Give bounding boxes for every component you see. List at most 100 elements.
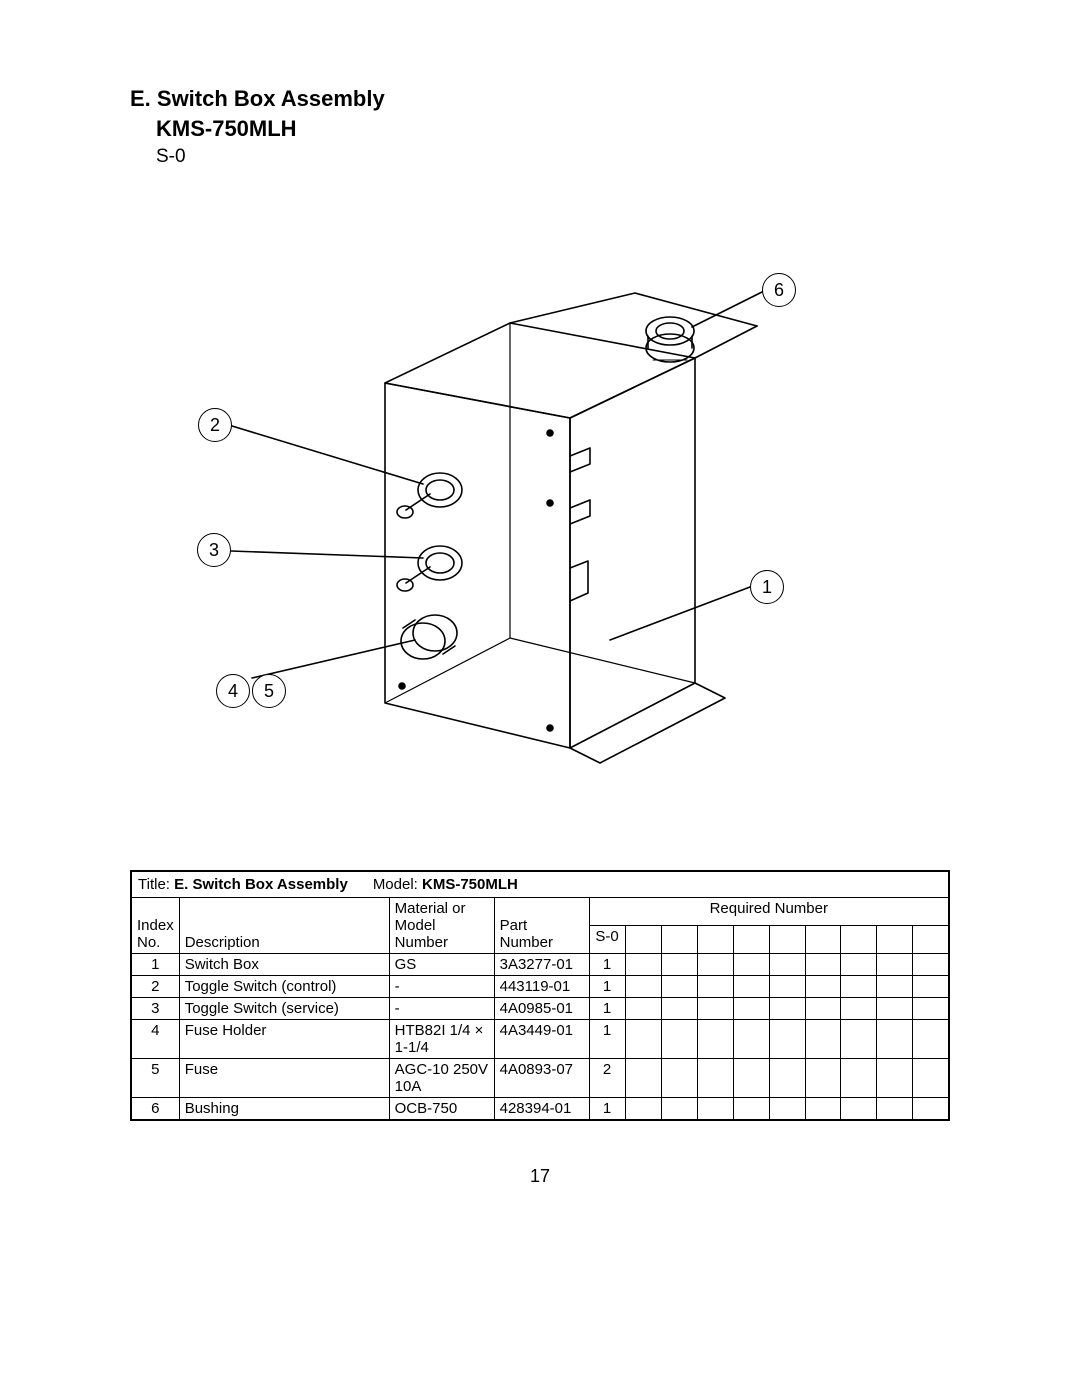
cell-required-number-blank [913,1059,949,1098]
cell-part-number: 4A3449-01 [494,1020,589,1059]
assembly-diagram: 623145 [130,208,950,828]
cell-required-number-blank [805,954,841,976]
cell-description: Bushing [179,1098,389,1121]
cell-required-number: 1 [589,1098,625,1121]
cell-required-number: 1 [589,998,625,1020]
col-rn-first: S-0 [589,926,625,954]
cell-material: HTB82I 1/4 × 1-1/4 [389,1020,494,1059]
cell-required-number-blank [697,998,733,1020]
cell-required-number-blank [805,976,841,998]
cell-required-number-blank [841,1098,877,1121]
cell-required-number-blank [913,1098,949,1121]
cell-part-number: 3A3277-01 [494,954,589,976]
col-part-number: Part Number [500,917,553,951]
cell-description: Switch Box [179,954,389,976]
table-row: 4Fuse HolderHTB82I 1/4 × 1-1/44A3449-011 [131,1020,949,1059]
cell-description: Fuse [179,1059,389,1098]
cell-required-number-blank [805,1020,841,1059]
cell-description: Fuse Holder [179,1020,389,1059]
cell-required-number-blank [769,1098,805,1121]
cell-required-number-blank [769,976,805,998]
cell-description: Toggle Switch (control) [179,976,389,998]
section-subcode: S-0 [156,146,955,168]
cell-required-number-blank [733,998,769,1020]
table-row: 2Toggle Switch (control)-443119-011 [131,976,949,998]
cell-index: 2 [131,976,179,998]
table-row: 1Switch BoxGS3A3277-011 [131,954,949,976]
table-row: 5FuseAGC-10 250V 10A4A0893-072 [131,1059,949,1098]
cell-required-number-blank [769,1059,805,1098]
cell-required-number: 1 [589,1020,625,1059]
cell-required-number-blank [769,1020,805,1059]
section-title-line2: KMS-750MLH [156,115,955,143]
cell-material: OCB-750 [389,1098,494,1121]
cell-required-number-blank [697,1020,733,1059]
cell-required-number-blank [661,976,697,998]
cell-required-number-blank [913,954,949,976]
cell-required-number-blank [733,1059,769,1098]
cell-required-number-blank [661,1059,697,1098]
cell-required-number-blank [625,1059,661,1098]
cell-part-number: 428394-01 [494,1098,589,1121]
cell-required-number-blank [841,1020,877,1059]
cell-required-number-blank [661,998,697,1020]
cell-required-number-blank [877,1098,913,1121]
cell-required-number-blank [805,998,841,1020]
cell-required-number-blank [733,1020,769,1059]
cell-required-number-blank [913,998,949,1020]
cell-required-number-blank [913,1020,949,1059]
cell-required-number-blank [877,976,913,998]
cell-required-number-blank [697,1098,733,1121]
cell-required-number-blank [769,954,805,976]
col-index-top: Index [137,917,174,934]
table-title-prefix: Title: [138,876,174,893]
cell-required-number: 2 [589,1059,625,1098]
cell-part-number: 4A0985-01 [494,998,589,1020]
cell-required-number-blank [733,976,769,998]
cell-required-number-blank [877,1059,913,1098]
cell-part-number: 443119-01 [494,976,589,998]
cell-required-number: 1 [589,954,625,976]
cell-required-number-blank [625,1098,661,1121]
cell-required-number-blank [625,954,661,976]
cell-part-number: 4A0893-07 [494,1059,589,1098]
cell-material: - [389,976,494,998]
cell-required-number-blank [661,954,697,976]
table-row: 6BushingOCB-750428394-011 [131,1098,949,1121]
cell-required-number-blank [661,1098,697,1121]
cell-index: 5 [131,1059,179,1098]
col-description: Description [185,934,260,951]
table-model: KMS-750MLH [422,876,518,893]
cell-required-number-blank [841,1059,877,1098]
callout-3: 3 [197,533,231,567]
callout-6: 6 [762,273,796,307]
callout-4: 4 [216,674,250,708]
cell-required-number-blank [877,998,913,1020]
cell-material: AGC-10 250V 10A [389,1059,494,1098]
cell-required-number-blank [877,954,913,976]
callout-2: 2 [198,408,232,442]
cell-required-number-blank [625,976,661,998]
cell-required-number-blank [733,1098,769,1121]
col-material-bottom: Model Number [395,917,448,951]
col-required-number: Required Number [589,898,949,926]
cell-required-number-blank [697,954,733,976]
cell-required-number-blank [805,1059,841,1098]
table-title: E. Switch Box Assembly [174,876,348,893]
cell-required-number-blank [625,998,661,1020]
cell-material: - [389,998,494,1020]
callout-1: 1 [750,570,784,604]
cell-index: 6 [131,1098,179,1121]
cell-required-number-blank [841,998,877,1020]
table-title-row: Title: E. Switch Box Assembly Model: KMS… [131,871,949,898]
cell-description: Toggle Switch (service) [179,998,389,1020]
cell-required-number-blank [841,954,877,976]
cell-index: 1 [131,954,179,976]
cell-material: GS [389,954,494,976]
cell-required-number-blank [877,1020,913,1059]
cell-required-number-blank [913,976,949,998]
page: E. Switch Box Assembly KMS-750MLH S-0 [0,0,1080,1397]
cell-required-number-blank [733,954,769,976]
col-index-bottom: No. [137,934,160,951]
section-title-line1: E. Switch Box Assembly [130,85,955,113]
